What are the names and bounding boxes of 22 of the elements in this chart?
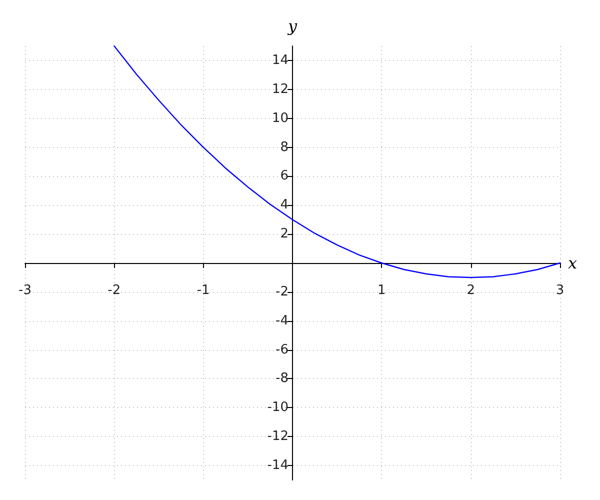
y-tick-label: 6 <box>280 168 288 184</box>
y-tick-label: 2 <box>280 226 288 242</box>
y-tick-label: 14 <box>272 52 288 68</box>
y-tick-label: 10 <box>272 110 288 126</box>
x-tick-label: -2 <box>108 283 121 298</box>
y-tick-label: -14 <box>267 458 288 474</box>
x-tick-label: 1 <box>378 283 386 298</box>
y-tick-label: -12 <box>267 429 288 444</box>
y-tick-label: -6 <box>276 342 288 358</box>
y-tick-label: -4 <box>276 313 288 328</box>
x-tick-label: 2 <box>466 283 475 298</box>
y-tick-label: -8 <box>276 371 288 386</box>
y-tick-label: -10 <box>267 400 288 416</box>
y-tick-label: 4 <box>280 198 288 213</box>
x-tick-label: 3 <box>556 283 564 298</box>
y-tick-label: 12 <box>272 82 288 97</box>
line-series <box>114 45 561 278</box>
x-axis-title: x <box>568 254 578 272</box>
y-tick-label: 8 <box>280 140 288 155</box>
x-tick-label: -1 <box>196 283 210 298</box>
x-tick-label: -3 <box>18 283 32 298</box>
y-axis-title: y <box>286 16 298 36</box>
